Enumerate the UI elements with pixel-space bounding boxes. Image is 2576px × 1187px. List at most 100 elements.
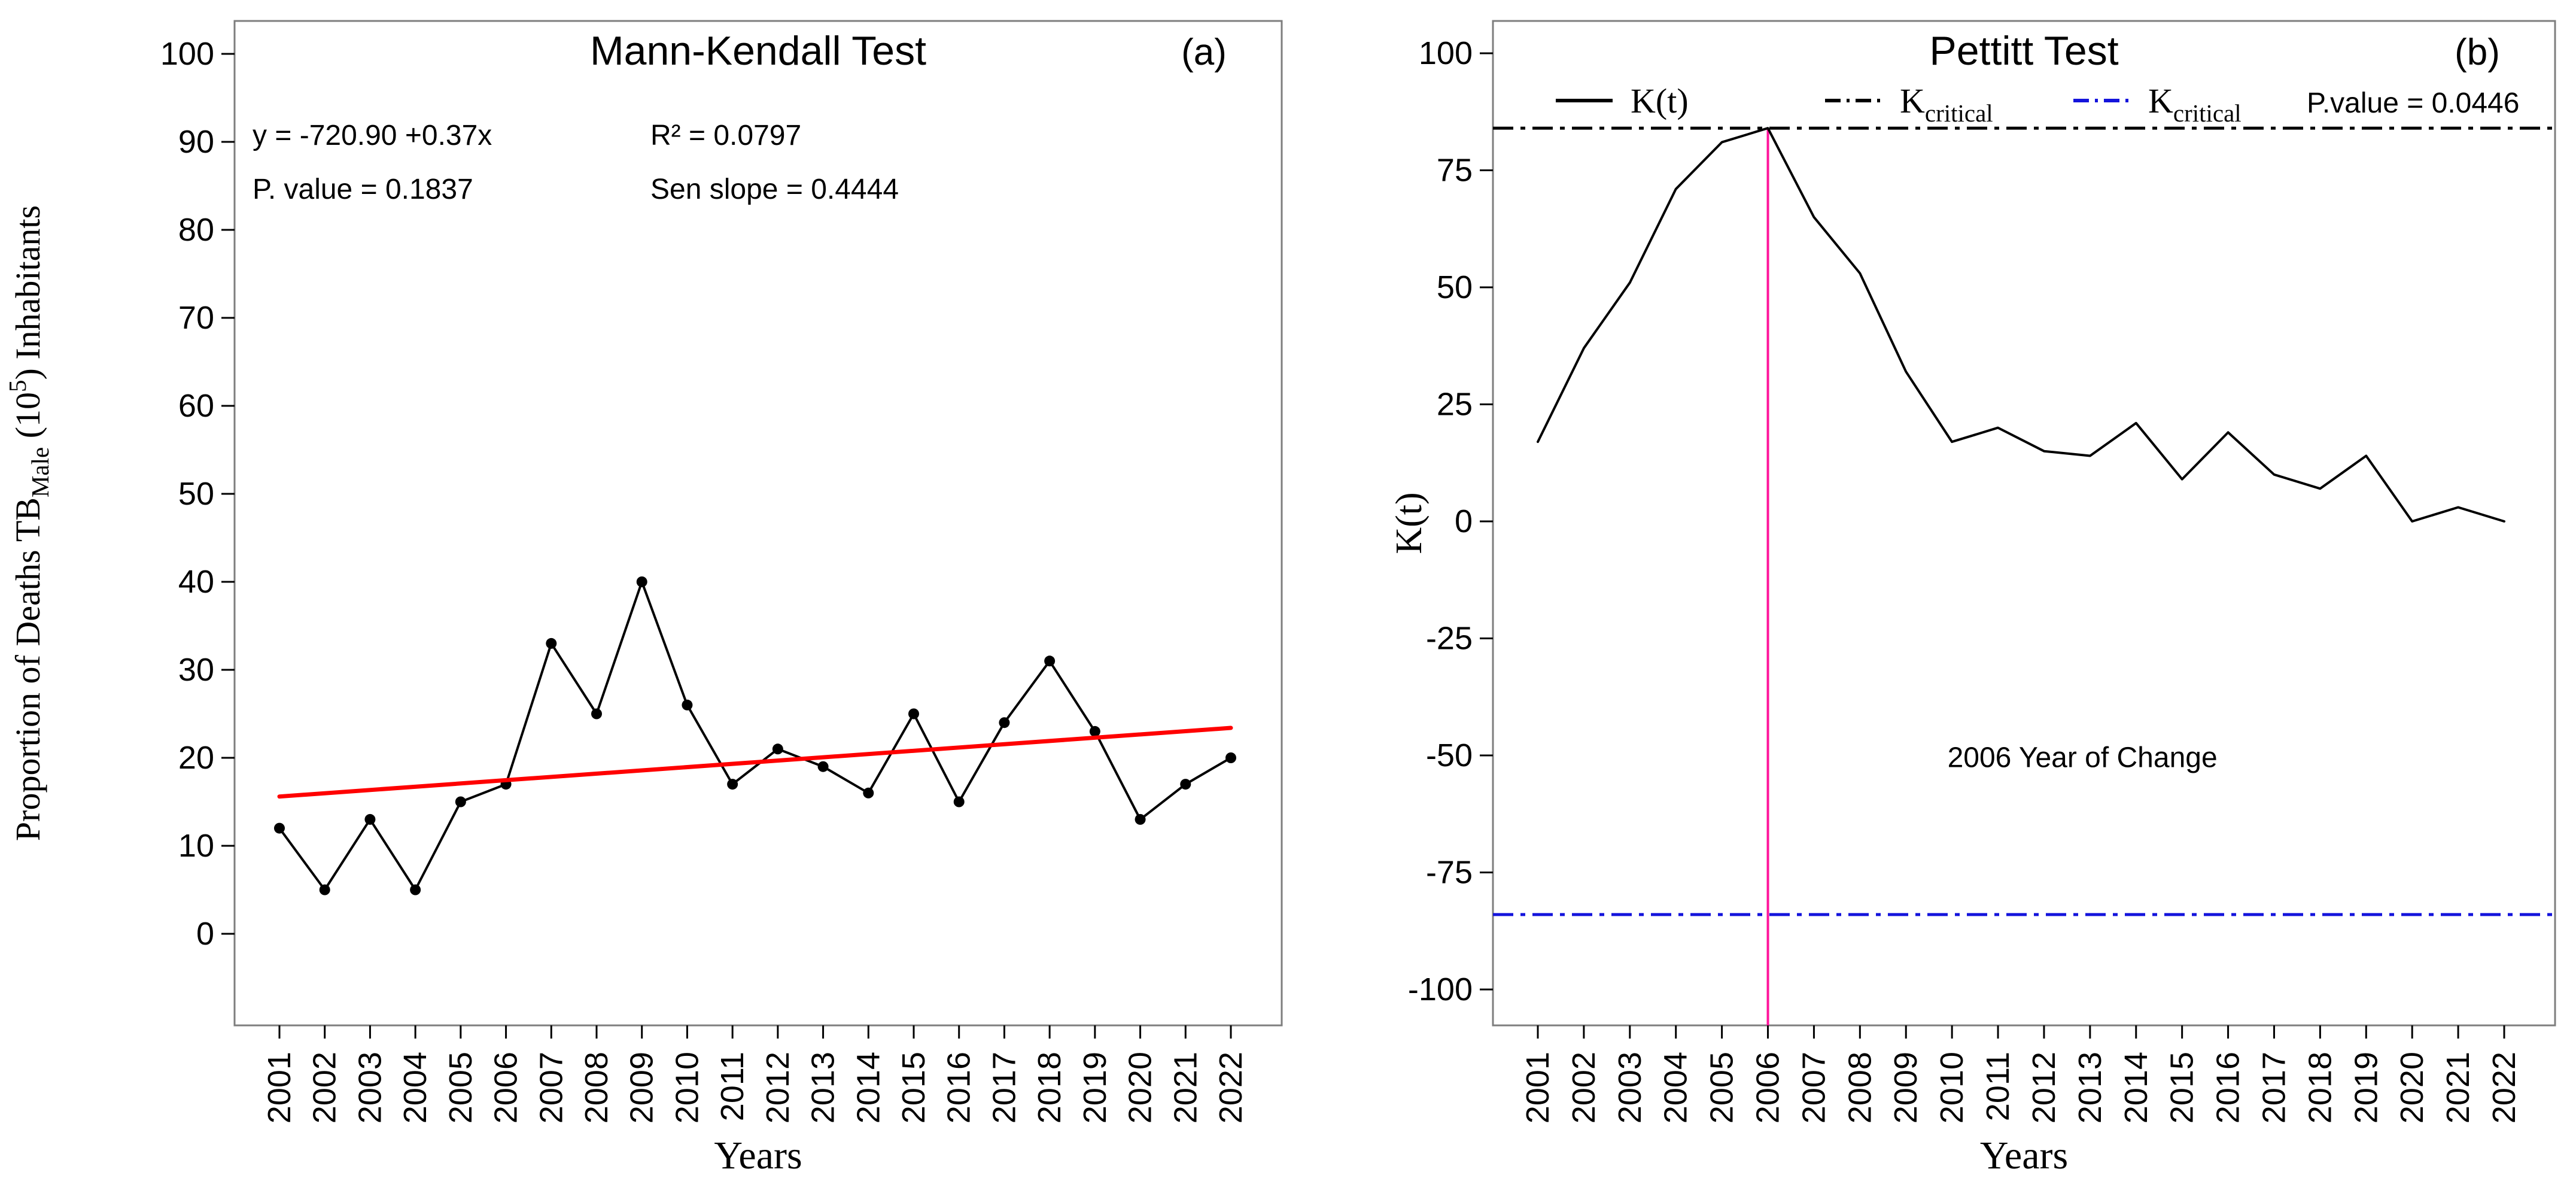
x-tick-label: 2001 xyxy=(261,1052,297,1124)
x-tick-label: 2006 xyxy=(488,1052,524,1124)
y-tick-label: 10 xyxy=(178,828,214,864)
x-tick-label: 2005 xyxy=(443,1052,479,1124)
data-point xyxy=(319,884,330,895)
y-tick-label: 0 xyxy=(196,916,214,952)
data-point xyxy=(863,787,874,799)
x-tick-label: 2009 xyxy=(624,1052,660,1124)
x-tick-label: 2018 xyxy=(2302,1052,2338,1124)
legend-label-1: Kcritical xyxy=(1900,81,1993,127)
x-tick-label: 2014 xyxy=(850,1052,886,1124)
data-point xyxy=(682,699,693,711)
x-tick-label: 2017 xyxy=(2256,1052,2292,1124)
y-tick-label: 40 xyxy=(178,564,214,600)
x-tick-label: 2002 xyxy=(307,1052,343,1124)
y-axis-title: K(t) xyxy=(1389,492,1430,554)
x-tick-label: 2022 xyxy=(2486,1052,2522,1124)
x-tick-label: 2006 xyxy=(1750,1052,1786,1124)
stat-annotation: R² = 0.0797 xyxy=(650,120,801,151)
data-point xyxy=(908,708,919,720)
x-tick-label: 2009 xyxy=(1888,1052,1924,1124)
y-tick-label: 20 xyxy=(178,740,214,776)
y-tick-label: -75 xyxy=(1426,855,1473,891)
y-tick-label: 90 xyxy=(178,124,214,160)
x-tick-label: 2008 xyxy=(579,1052,615,1124)
y-tick-label: 80 xyxy=(178,212,214,248)
data-line xyxy=(278,581,1232,891)
x-tick-label: 2013 xyxy=(805,1052,841,1124)
x-tick-label: 2017 xyxy=(986,1052,1022,1124)
y-tick-label: 60 xyxy=(178,388,214,424)
x-tick-label: 2020 xyxy=(2394,1052,2430,1124)
data-point xyxy=(636,576,647,587)
x-axis-title: Years xyxy=(714,1134,802,1177)
x-tick-label: 2008 xyxy=(1842,1052,1878,1124)
panel-b: 100 75 50 25 0 -25 -50 -75 -100 2001 2002 2003 2004 2… xyxy=(1389,20,2556,1177)
data-point xyxy=(999,717,1010,728)
data-point xyxy=(1044,655,1056,667)
panel-title: Mann-Kendall Test xyxy=(590,28,926,74)
data-point xyxy=(591,708,602,720)
x-tick-label: 2007 xyxy=(1796,1052,1832,1124)
stat-annotation: Sen slope = 0.4444 xyxy=(650,174,899,205)
panel-letter: (b) xyxy=(2455,32,2500,73)
y-tick-label: 30 xyxy=(178,652,214,688)
y-tick-label: 70 xyxy=(178,300,214,336)
x-tick-label: 2021 xyxy=(1167,1052,1203,1124)
legend-label-0: K(t) xyxy=(1631,81,1689,120)
data-point xyxy=(1135,813,1146,825)
x-tick-label: 2012 xyxy=(760,1052,796,1124)
stat-annotation: y = -720.90 +0.37x xyxy=(253,120,492,151)
data-point xyxy=(455,796,466,807)
change-point-label: 2006 Year of Change xyxy=(1948,742,2218,774)
y-tick-label: 50 xyxy=(178,476,214,512)
x-tick-label: 2004 xyxy=(397,1052,433,1124)
x-tick-label: 2016 xyxy=(2210,1052,2246,1124)
x-axis-title: Years xyxy=(1980,1134,2068,1177)
x-tick-label: 2021 xyxy=(2440,1052,2476,1124)
data-point xyxy=(546,637,557,649)
y-axis-title: Proportion of Deaths TBMale (105) Inhabi… xyxy=(4,205,54,841)
data-point xyxy=(953,796,965,807)
panel-title: Pettitt Test xyxy=(1929,28,2118,74)
x-tick-label: 2010 xyxy=(669,1052,705,1124)
x-tick-label: 2007 xyxy=(533,1052,569,1124)
x-tick-label: 2016 xyxy=(941,1052,977,1124)
x-tick-label: 2005 xyxy=(1704,1052,1740,1124)
x-tick-label: 2015 xyxy=(896,1052,932,1124)
y-tick-label: 50 xyxy=(1437,269,1473,305)
x-tick-label: 2013 xyxy=(2072,1052,2108,1124)
data-point xyxy=(772,743,783,755)
y-tick-label: 75 xyxy=(1437,153,1473,189)
panel-a: 0 10 20 30 40 50 60 70 80 90 100 2001 2002 2003 2004 20… xyxy=(4,20,1283,1177)
data-line xyxy=(1537,127,2505,523)
x-tick-label: 2020 xyxy=(1123,1052,1158,1124)
data-point xyxy=(727,779,738,790)
x-tick-label: 2014 xyxy=(2118,1052,2154,1124)
data-point xyxy=(410,884,421,895)
x-tick-label: 2011 xyxy=(1980,1052,2016,1121)
plot-box xyxy=(233,20,1283,1027)
y-tick-label: 25 xyxy=(1437,387,1473,423)
p-value-label: P.value = 0.0446 xyxy=(2307,87,2519,119)
stat-annotation: P. value = 0.1837 xyxy=(253,174,473,205)
panel-letter: (a) xyxy=(1181,32,1227,73)
x-tick-label: 2015 xyxy=(2164,1052,2200,1124)
y-tick-label: -100 xyxy=(1408,972,1473,1007)
x-tick-label: 2022 xyxy=(1213,1052,1249,1124)
y-tick-label: 100 xyxy=(160,36,214,72)
x-tick-label: 2011 xyxy=(714,1052,750,1121)
x-tick-label: 2002 xyxy=(1566,1052,1602,1124)
data-point xyxy=(364,813,376,825)
data-point xyxy=(1089,725,1100,737)
x-tick-label: 2019 xyxy=(2348,1052,2384,1124)
data-point xyxy=(1225,752,1236,763)
legend-label-2: Kcritical xyxy=(2148,81,2242,127)
plot-box xyxy=(1492,20,2556,1027)
x-tick-label: 2003 xyxy=(352,1052,388,1124)
data-point xyxy=(1180,779,1191,790)
x-tick-label: 2010 xyxy=(1934,1052,1970,1124)
y-tick-label: 0 xyxy=(1455,503,1473,539)
trend-line xyxy=(277,725,1233,799)
